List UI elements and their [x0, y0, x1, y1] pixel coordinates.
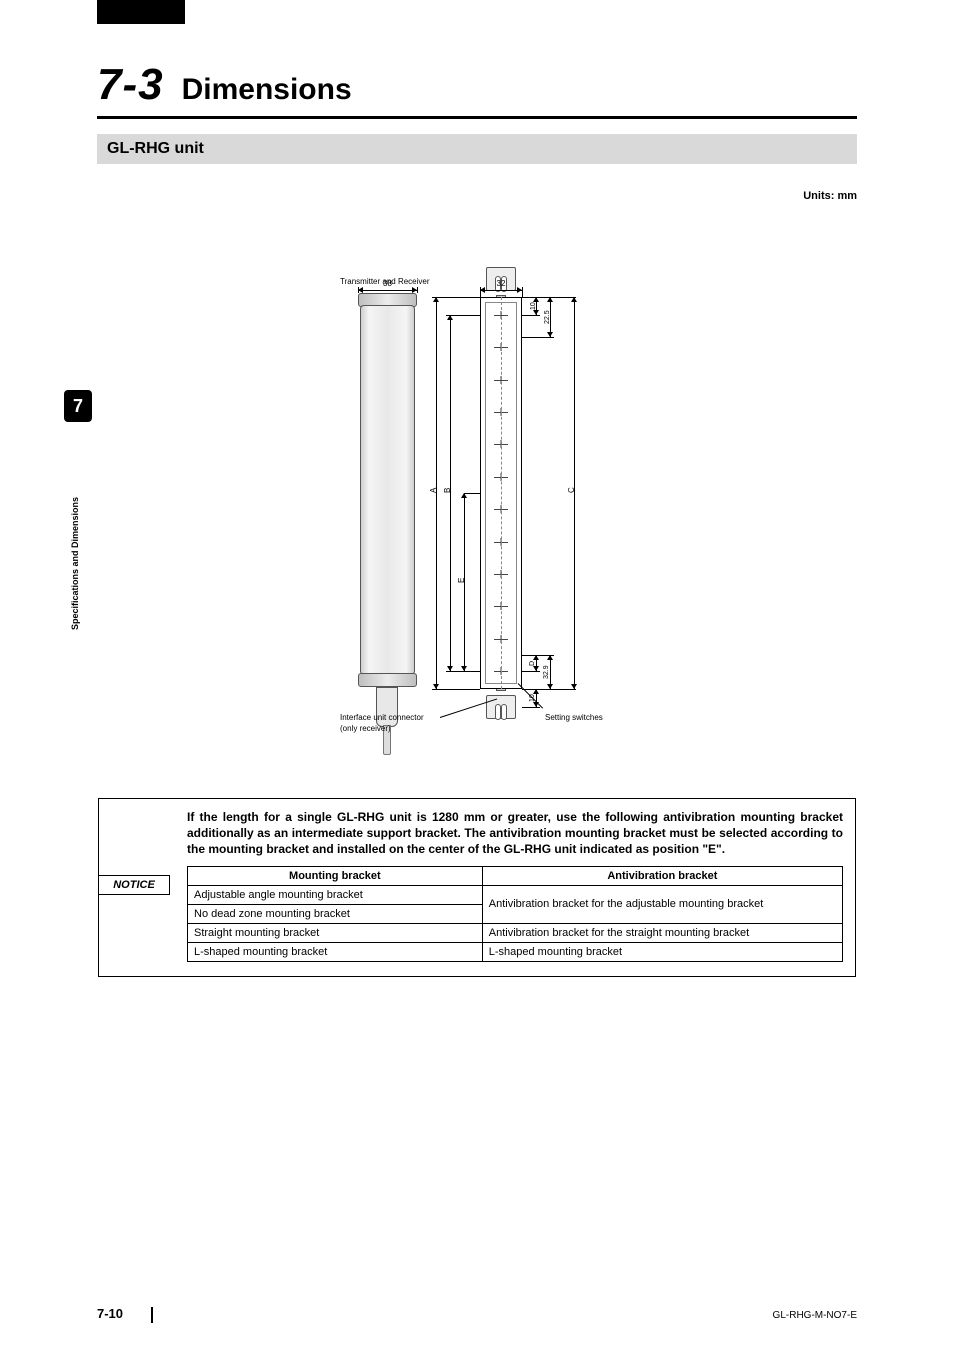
ext-line [417, 287, 418, 293]
table-cell-anti: L-shaped mounting bracket [482, 942, 842, 961]
footer-doc-id: GL-RHG-M-NO7-E [773, 1310, 857, 1321]
unit-left-cap-bot [358, 673, 417, 687]
dim-line-32-9 [550, 655, 551, 689]
dim-D: D [529, 655, 536, 671]
dim-line-32 [480, 290, 522, 291]
units-label: Units: mm [97, 190, 857, 202]
subheading-text: GL-RHG unit [107, 140, 204, 158]
table-cell-mount: No dead zone mounting bracket [188, 904, 483, 923]
chapter-side-label: Specifications and Dimensions [70, 430, 86, 630]
ext-line [522, 671, 540, 672]
dim-38: 38 [358, 279, 417, 288]
dim-22-5: 22.5 [544, 297, 551, 337]
section-heading: 7-3 Dimensions [97, 60, 857, 119]
footer-page-number: 7-10 [97, 1306, 153, 1323]
dim-32-9: 32.9 [543, 655, 550, 689]
footer-rule-icon [151, 1307, 153, 1323]
dim-line-10-bot [536, 689, 537, 707]
unit-left-body [360, 305, 415, 675]
notice-text: If the length for a single GL-RHG unit i… [187, 809, 843, 858]
table-cell-mount: L-shaped mounting bracket [188, 942, 483, 961]
ext-line [522, 287, 523, 297]
subheading-bar: GL-RHG unit [97, 134, 857, 164]
chapter-tab-number: 7 [73, 396, 83, 417]
ext-line [432, 297, 480, 298]
ext-line [432, 689, 480, 690]
top-black-tab [97, 0, 185, 24]
ext-line [446, 671, 480, 672]
label-interface-connector: Interface unit connector [340, 713, 424, 722]
dim-line-D [536, 655, 537, 671]
dimension-diagram: Transmitter and Receiver 38 [330, 215, 630, 775]
dim-10-top: 10 [530, 297, 537, 315]
dim-A: A [429, 475, 438, 505]
notice-tag: NOTICE [98, 875, 170, 895]
bracket-bottom [480, 691, 522, 723]
bracket-bottom-plate [486, 695, 516, 719]
label-only-receiver: (only receiver) [340, 724, 391, 733]
table-cell-anti: Antivibration bracket for the straight m… [482, 923, 842, 942]
dim-C: C [567, 475, 576, 505]
notice-box: NOTICE If the length for a single GL-RHG… [98, 798, 856, 977]
ext-line [522, 297, 576, 298]
section-title: Dimensions [182, 73, 352, 107]
section-number: 7-3 [97, 60, 164, 110]
centerline [501, 297, 502, 689]
bracket-table: Mounting bracket Antivibration bracket A… [187, 866, 843, 962]
table-cell-mount: Adjustable angle mounting bracket [188, 885, 483, 904]
slot-icon [501, 704, 507, 720]
table-cell-anti: Antivibration bracket for the adjustable… [482, 885, 842, 923]
ext-line [464, 493, 480, 494]
label-setting-switches: Setting switches [545, 713, 603, 722]
table-header: Antivibration bracket [482, 866, 842, 885]
table-header: Mounting bracket [188, 866, 483, 885]
ext-line [522, 337, 554, 338]
ext-line [522, 707, 540, 708]
table-cell-mount: Straight mounting bracket [188, 923, 483, 942]
footer-page: 7-10 [97, 1306, 123, 1321]
dim-E: E [457, 565, 466, 595]
chapter-tab: 7 [64, 390, 92, 422]
dim-B: B [443, 475, 452, 505]
ext-line [522, 315, 540, 316]
dim-32: 32 [480, 279, 522, 288]
dim-line-38 [358, 290, 417, 291]
